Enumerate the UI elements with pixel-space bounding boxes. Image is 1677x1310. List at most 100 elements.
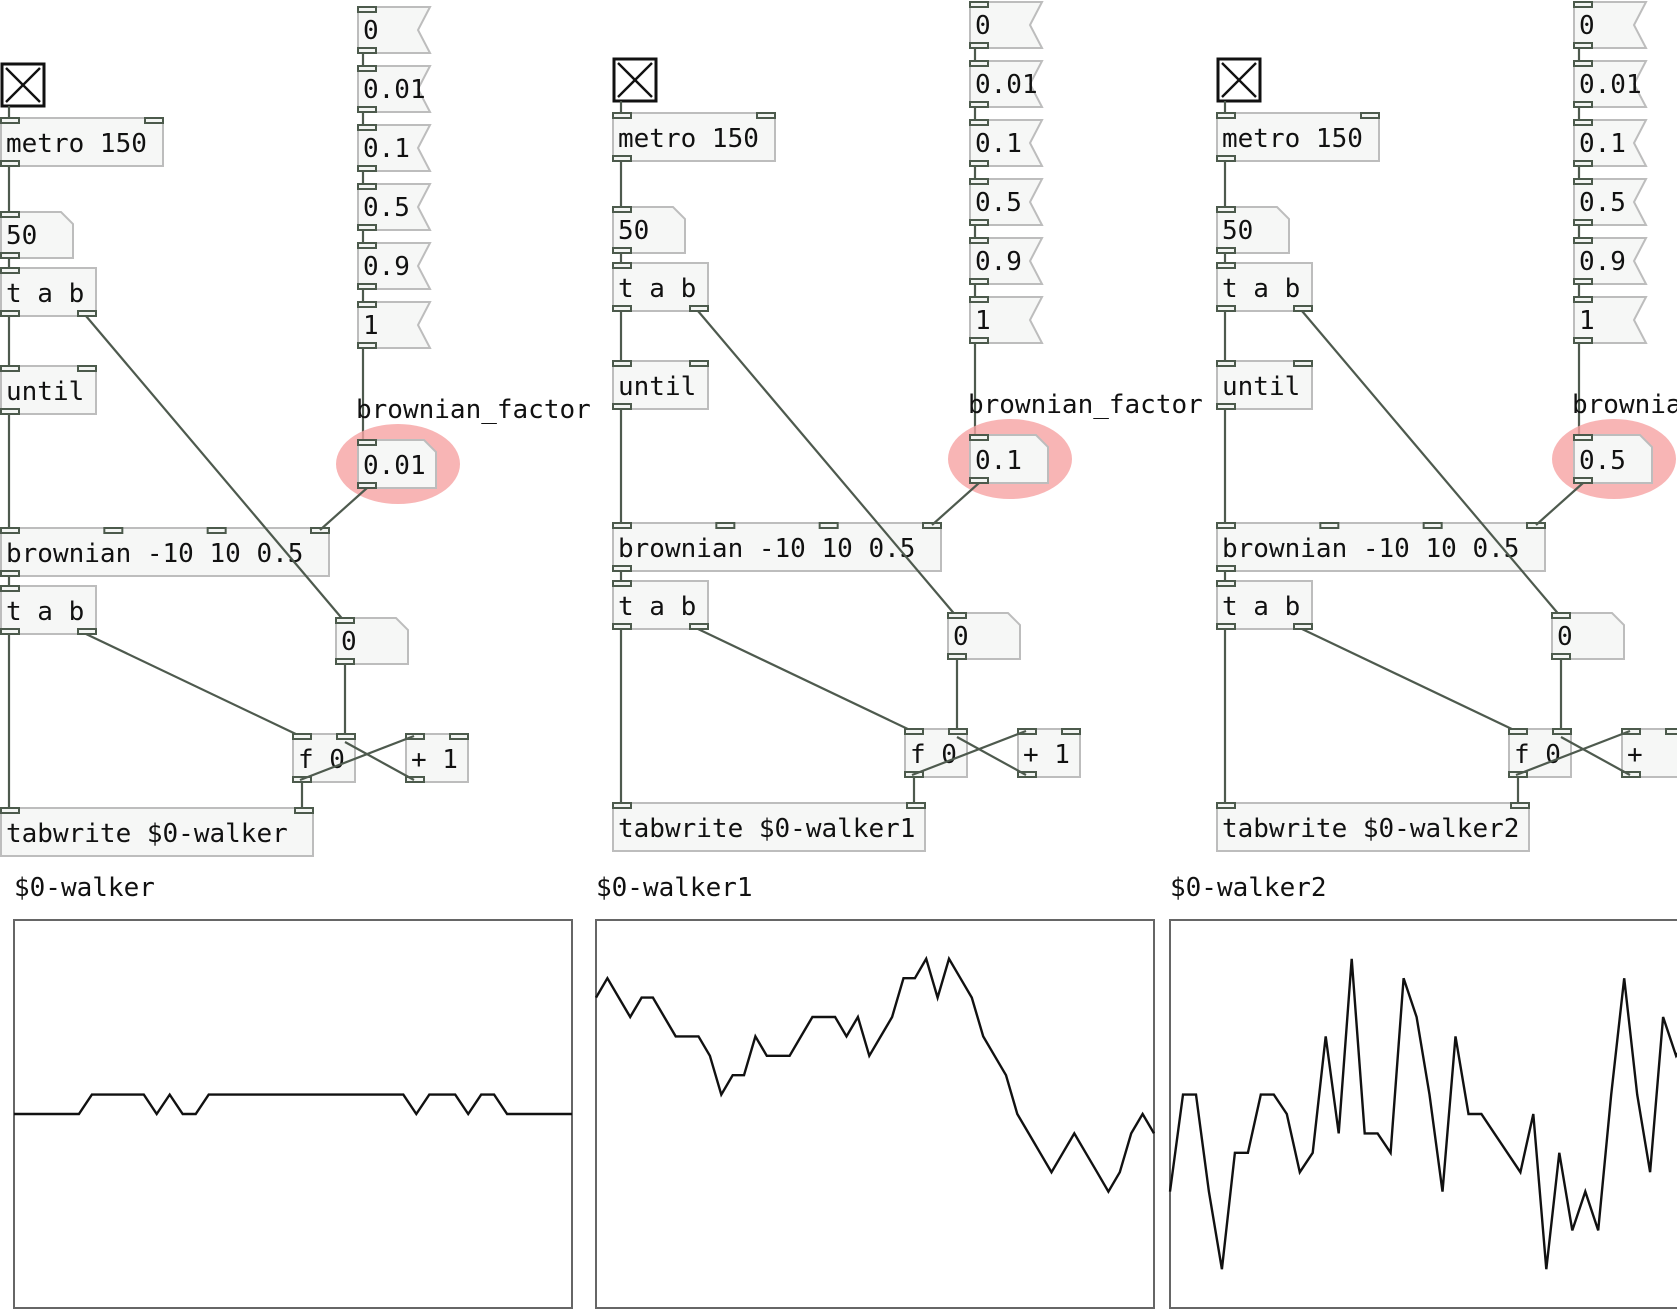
inlet[interactable] bbox=[1573, 237, 1593, 244]
outlet[interactable] bbox=[405, 776, 425, 783]
outlet[interactable] bbox=[1573, 219, 1593, 226]
inlet[interactable] bbox=[1017, 728, 1037, 735]
outlet[interactable] bbox=[77, 628, 97, 635]
outlet[interactable] bbox=[612, 247, 632, 254]
array-graph[interactable] bbox=[13, 919, 573, 1309]
inlet[interactable] bbox=[357, 439, 377, 446]
brownian-factor-number-text[interactable]: 0.1 bbox=[975, 446, 1022, 476]
inlet[interactable] bbox=[1573, 434, 1593, 441]
brownian-object-text[interactable]: brownian -10 10 0.5 bbox=[1222, 534, 1519, 564]
brownian-factor-number[interactable]: 0.1 bbox=[969, 434, 1049, 484]
outlet[interactable] bbox=[357, 342, 377, 349]
outlet[interactable] bbox=[1573, 477, 1593, 484]
trigger-object[interactable]: t a b bbox=[612, 262, 709, 312]
inlet[interactable] bbox=[310, 527, 330, 534]
outlet[interactable] bbox=[357, 283, 377, 290]
trigger-object-2-text[interactable]: t a b bbox=[1222, 592, 1300, 622]
message-1-text[interactable]: 1 bbox=[975, 306, 991, 336]
outlet[interactable] bbox=[1216, 565, 1236, 572]
plus-object[interactable]: + bbox=[1621, 728, 1677, 778]
inlet[interactable] bbox=[947, 612, 967, 619]
inlet[interactable] bbox=[612, 262, 632, 269]
inlet[interactable] bbox=[1573, 178, 1593, 185]
outlet[interactable] bbox=[1216, 247, 1236, 254]
inlet[interactable] bbox=[206, 527, 227, 534]
inlet[interactable] bbox=[969, 434, 989, 441]
outlet[interactable] bbox=[0, 628, 20, 635]
trigger-object[interactable]: t a b bbox=[0, 267, 97, 317]
message-1[interactable]: 1 bbox=[1573, 296, 1648, 344]
outlet[interactable] bbox=[1573, 101, 1593, 108]
message-0-5[interactable]: 0.5 bbox=[1573, 178, 1648, 226]
message-1-text[interactable]: 1 bbox=[1579, 306, 1595, 336]
outlet[interactable] bbox=[77, 310, 97, 317]
outlet[interactable] bbox=[947, 653, 967, 660]
metro-object-text[interactable]: metro 150 bbox=[618, 124, 759, 154]
inlet[interactable] bbox=[357, 6, 377, 13]
inlet[interactable] bbox=[969, 119, 989, 126]
inlet[interactable] bbox=[1216, 206, 1236, 213]
brownian-object[interactable]: brownian -10 10 0.5 bbox=[0, 527, 330, 577]
metro-object[interactable]: metro 150 bbox=[612, 112, 776, 162]
outlet[interactable] bbox=[612, 305, 632, 312]
tabwrite-object-text[interactable]: tabwrite $0-walker1 bbox=[618, 814, 915, 844]
trigger-object-2-text[interactable]: t a b bbox=[6, 597, 84, 627]
inlet[interactable] bbox=[144, 117, 164, 124]
brownian-object[interactable]: brownian -10 10 0.5 bbox=[612, 522, 942, 572]
trigger-object-2[interactable]: t a b bbox=[0, 585, 97, 635]
until-object-text[interactable]: until bbox=[1222, 372, 1300, 402]
outlet[interactable] bbox=[969, 160, 989, 167]
inlet[interactable] bbox=[357, 242, 377, 249]
message-1-text[interactable]: 1 bbox=[363, 311, 379, 341]
brownian-object-text[interactable]: brownian -10 10 0.5 bbox=[618, 534, 915, 564]
count-number-box-text[interactable]: 50 bbox=[618, 216, 649, 246]
trigger-object-text[interactable]: t a b bbox=[6, 279, 84, 309]
message-0-1-text[interactable]: 0.1 bbox=[975, 129, 1022, 159]
inlet[interactable] bbox=[1293, 360, 1313, 367]
inlet[interactable] bbox=[969, 178, 989, 185]
outlet[interactable] bbox=[0, 160, 20, 167]
inlet[interactable] bbox=[103, 527, 124, 534]
inlet[interactable] bbox=[689, 360, 709, 367]
outlet[interactable] bbox=[969, 477, 989, 484]
message-0-5[interactable]: 0.5 bbox=[357, 183, 432, 231]
outlet[interactable] bbox=[0, 252, 20, 259]
message-0-9[interactable]: 0.9 bbox=[1573, 237, 1648, 285]
message-0-01[interactable]: 0.01 bbox=[969, 60, 1044, 108]
brownian-factor-number[interactable]: 0.5 bbox=[1573, 434, 1653, 484]
inlet[interactable] bbox=[1360, 112, 1380, 119]
inlet[interactable] bbox=[969, 237, 989, 244]
until-object[interactable]: until bbox=[1216, 360, 1313, 410]
outlet[interactable] bbox=[1573, 42, 1593, 49]
inlet[interactable] bbox=[1216, 580, 1236, 587]
outlet[interactable] bbox=[1293, 623, 1313, 630]
inlet[interactable] bbox=[294, 807, 314, 814]
inlet[interactable] bbox=[405, 733, 425, 740]
inlet[interactable] bbox=[357, 183, 377, 190]
message-0[interactable]: 0 bbox=[1573, 1, 1648, 49]
message-0-5-text[interactable]: 0.5 bbox=[363, 193, 410, 223]
reset-number-box[interactable]: 0 bbox=[947, 612, 1021, 660]
inlet[interactable] bbox=[612, 360, 632, 367]
inlet[interactable] bbox=[612, 802, 632, 809]
inlet[interactable] bbox=[0, 585, 20, 592]
plus-object-text[interactable]: + bbox=[1627, 740, 1643, 770]
inlet[interactable] bbox=[1508, 728, 1528, 735]
message-0-1[interactable]: 0.1 bbox=[969, 119, 1044, 167]
reset-number-box[interactable]: 0 bbox=[335, 617, 409, 665]
inlet[interactable] bbox=[1573, 1, 1593, 8]
float-object[interactable]: f 0 bbox=[292, 733, 356, 783]
message-0-text[interactable]: 0 bbox=[975, 11, 991, 41]
inlet[interactable] bbox=[1665, 728, 1677, 735]
float-object-text[interactable]: f 0 bbox=[1514, 740, 1561, 770]
message-0-01-text[interactable]: 0.01 bbox=[1579, 70, 1642, 100]
inlet[interactable] bbox=[0, 211, 20, 218]
count-number-box[interactable]: 50 bbox=[0, 211, 74, 259]
inlet[interactable] bbox=[969, 60, 989, 67]
message-0-5-text[interactable]: 0.5 bbox=[975, 188, 1022, 218]
outlet[interactable] bbox=[335, 658, 355, 665]
outlet[interactable] bbox=[1017, 771, 1037, 778]
message-1[interactable]: 1 bbox=[357, 301, 432, 349]
outlet[interactable] bbox=[1573, 337, 1593, 344]
outlet[interactable] bbox=[1293, 305, 1313, 312]
